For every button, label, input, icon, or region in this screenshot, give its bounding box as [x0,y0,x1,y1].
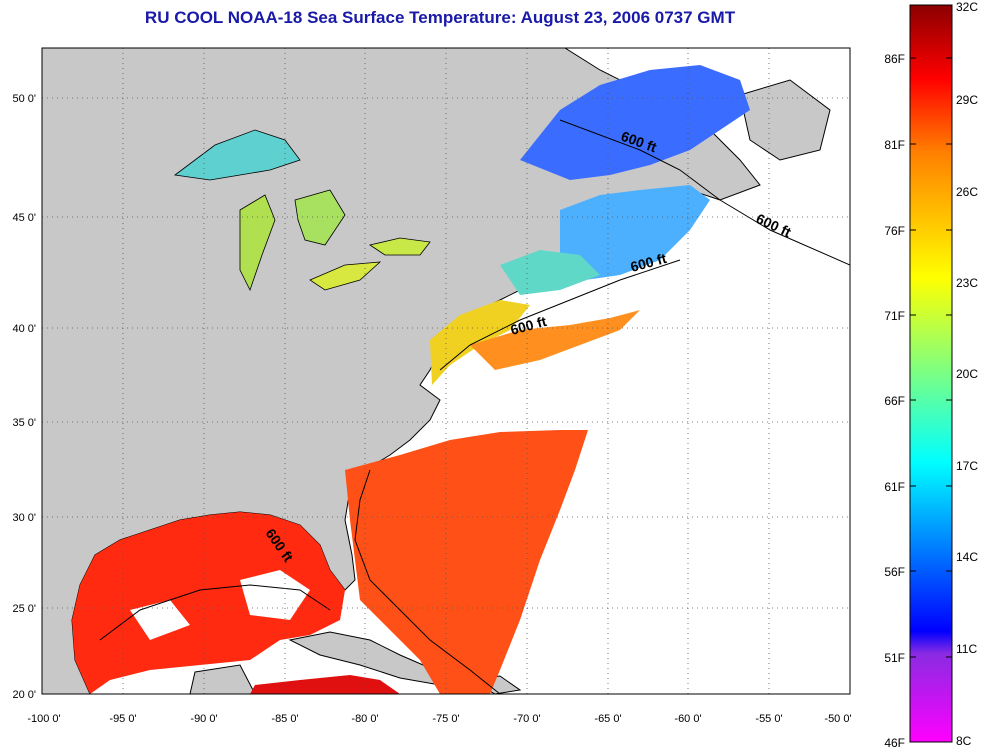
cloud-gulf-2 [130,600,190,640]
colorbar-c-label: 29C [956,93,978,107]
latitude-axis: 50 0' 45 0' 40 0' 35 0' 30 0' 25 0' 20 0… [12,93,36,701]
colorbar-c-label: 8C [956,734,972,748]
sst-gulf-of-mexico [72,512,345,694]
colorbar-f-label: 61F [884,480,905,494]
lon-label: -65 0' [594,713,621,725]
lake-erie [309,261,382,291]
longitude-axis: -100 0' -95 0' -90 0' -85 0' -80 0' -75 … [27,713,851,725]
colorbar-gradient [909,4,953,743]
lon-label: -90 0' [190,713,217,725]
isobath-line-gulf [99,584,331,641]
colorbar-f-label: 51F [884,651,905,665]
colorbar-c-label: 14C [956,550,978,564]
colorbar-f-label: 71F [884,309,905,323]
colorbar-f-label: 76F [884,224,905,238]
sst-gulf-st-lawrence [520,65,750,180]
isobath-line-north [559,119,850,266]
lat-label: 45 0' [12,212,36,224]
lon-label: -55 0' [755,713,782,725]
colorbar-f-label: 81F [884,138,905,152]
sst-caribbean [250,675,400,694]
lake-huron [294,189,346,246]
isobath-line-florida [354,469,501,694]
lon-label: -75 0' [432,713,459,725]
sst-labrador-shelf [560,185,710,280]
colorbar-f-label: 66F [884,394,905,408]
lon-label: -95 0' [109,713,136,725]
lake-superior [173,129,301,181]
map-title: RU COOL NOAA-18 Sea Surface Temperature:… [144,8,736,27]
colorbar-c-label: 26C [956,185,978,199]
land-yucatan [189,664,256,694]
lon-label: -70 0' [513,713,540,725]
lon-label: -85 0' [271,713,298,725]
land-newfoundland [739,79,831,161]
colorbar-f-label: 56F [884,565,905,579]
colorbar: 86F 81F 76F 71F 66F 61F 56F 51F 46F 32C … [884,0,978,750]
colorbar-c-label: 32C [956,0,978,14]
sst-sargasso [345,430,588,694]
lake-michigan [239,194,276,292]
lon-label: -60 0' [674,713,701,725]
sst-slope-water [470,310,640,370]
colorbar-c-label: 23C [956,276,978,290]
lat-label: 50 0' [12,93,36,105]
colorbar-f-label: 46F [884,736,905,750]
lat-label: 30 0' [12,512,36,524]
lat-label: 25 0' [12,603,36,615]
lon-label: -50 0' [824,713,851,725]
isobath-line-mid [439,259,681,371]
colorbar-c-label: 17C [956,459,978,473]
lat-label: 20 0' [12,689,36,701]
lat-label: 40 0' [12,323,36,335]
colorbar-c-label: 11C [956,642,977,656]
lat-label: 35 0' [12,417,36,429]
map-border [41,47,851,695]
lon-label: -100 0' [27,713,60,725]
sst-gulf-of-maine [500,250,600,295]
cloud-gulf [240,570,310,620]
lake-ontario [369,237,431,256]
lon-label: -80 0' [351,713,378,725]
colorbar-f-label: 86F [884,52,905,66]
colorbar-c-label: 20C [956,367,978,381]
